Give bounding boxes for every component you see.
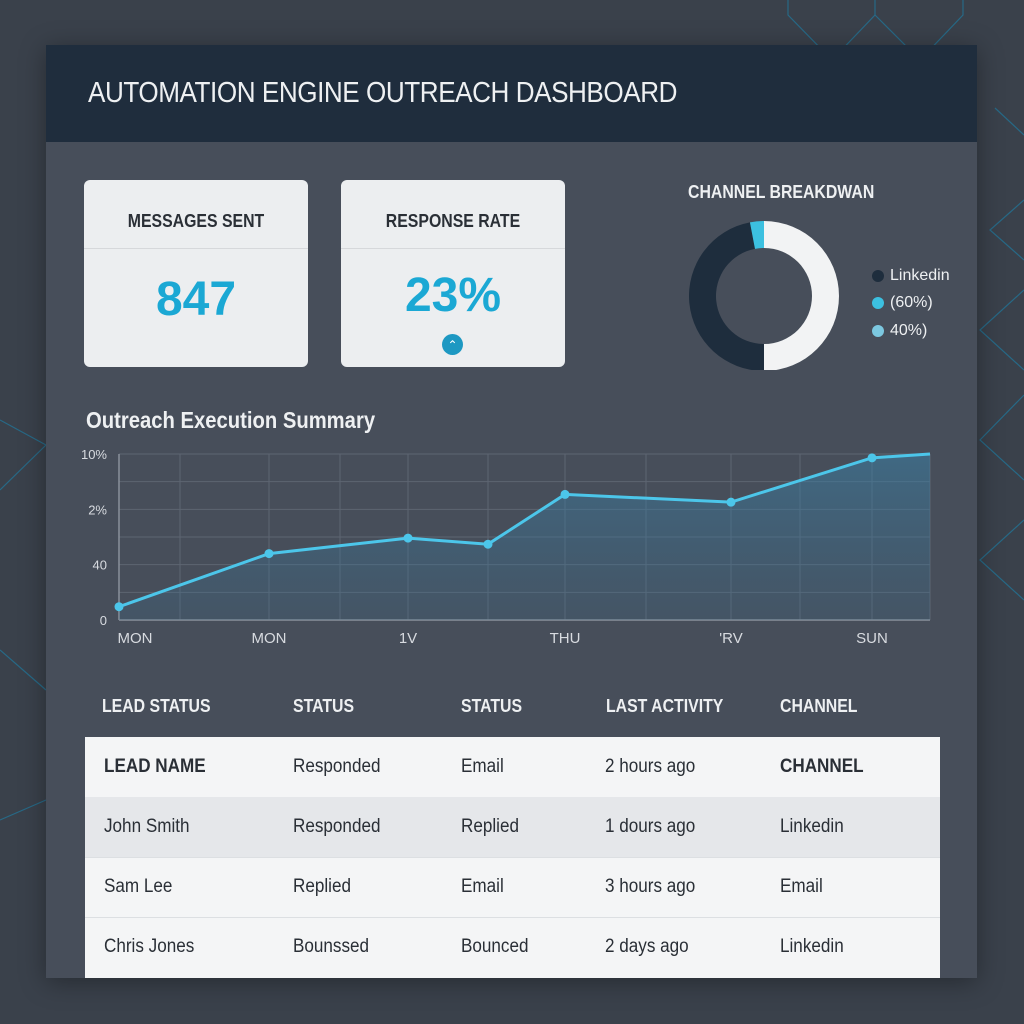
column-header[interactable]: LEAD STATUS: [102, 696, 211, 716]
leads-table: LEAD NAME Responded Email 2 hours ago CH…: [85, 737, 940, 978]
metric-label: RESPONSE RATE: [385, 211, 521, 231]
channel-breakdown-title: CHANNEL BREAKDWAN: [688, 182, 875, 202]
data-point[interactable]: [264, 549, 274, 559]
cell: 2 days ago: [605, 936, 689, 957]
cell: CHANNEL: [780, 756, 864, 777]
legend-label: (60%): [890, 294, 933, 311]
donut-slice: [689, 222, 764, 370]
legend-dot: [872, 270, 884, 282]
dashboard-panel: AUTOMATION ENGINE OUTREACH DASHBOARD MES…: [46, 45, 977, 978]
y-tick-label: 2%: [88, 502, 107, 517]
cell: Email: [780, 876, 823, 897]
channel-donut-chart: [689, 221, 839, 370]
cell: Responded: [293, 756, 381, 777]
data-point[interactable]: [114, 602, 124, 612]
table-row[interactable]: Sam Lee Replied Email 3 hours ago Email: [85, 857, 940, 918]
x-tick-label: 1V: [399, 630, 417, 647]
cell: Linkedin: [780, 936, 844, 957]
x-tick-label: 'RV: [719, 630, 742, 647]
legend-dot: [872, 325, 884, 337]
data-point[interactable]: [560, 489, 570, 499]
legend-label: 40%): [890, 322, 928, 339]
cell: Bounced: [461, 936, 529, 957]
cell: Replied: [461, 816, 519, 837]
legend-label: Linkedin: [890, 267, 950, 284]
metric-label: MESSAGES SENT: [127, 211, 265, 231]
series-line: [118, 452, 931, 609]
x-tick-label: SUN: [856, 630, 888, 647]
cell: Sam Lee: [104, 876, 173, 897]
data-point[interactable]: [726, 497, 736, 507]
outreach-line-chart: 0 40 2% 10% MON MON 1V THU 'RV SUN: [81, 447, 931, 647]
chart-title: Outreach Execution Summary: [86, 407, 376, 433]
y-tick-label: 0: [100, 613, 107, 628]
legend-dot: [872, 297, 884, 309]
cell: 1 dours ago: [605, 816, 696, 837]
cell: Chris Jones: [104, 936, 195, 957]
cell: Bounssed: [293, 936, 370, 957]
legend-item: (60%): [872, 294, 933, 312]
y-tick-label: 40: [93, 558, 107, 573]
x-tick-label: THU: [550, 630, 581, 647]
x-tick-label: MON: [252, 630, 287, 647]
column-header[interactable]: LAST ACTIVITY: [606, 696, 724, 716]
metric-value: 23%: [404, 269, 502, 322]
response-rate-card: RESPONSE RATE 23% ⌃: [341, 180, 565, 367]
table-row[interactable]: Chris Jones Bounssed Bounced 2 days ago …: [85, 917, 940, 977]
data-point[interactable]: [403, 533, 413, 543]
cell: 2 hours ago: [605, 756, 696, 777]
cell: Email: [461, 756, 504, 777]
cell: Replied: [293, 876, 351, 897]
cell: Responded: [293, 816, 381, 837]
metric-value: 847: [155, 273, 237, 326]
cell: Email: [461, 876, 504, 897]
chevron-up-icon[interactable]: ⌃: [442, 334, 463, 355]
data-point[interactable]: [483, 539, 493, 549]
donut-slice: [764, 221, 839, 370]
cell: John Smith: [104, 816, 190, 837]
messages-sent-card: MESSAGES SENT 847: [84, 180, 308, 367]
data-point[interactable]: [867, 453, 877, 463]
page-title: AUTOMATION ENGINE OUTREACH DASHBOARD: [88, 77, 677, 109]
header-bar: AUTOMATION ENGINE OUTREACH DASHBOARD: [46, 45, 977, 142]
column-header[interactable]: STATUS: [293, 696, 355, 716]
area-fill: [119, 454, 930, 620]
divider: [84, 248, 308, 249]
divider: [341, 248, 565, 249]
cell: Linkedin: [780, 816, 844, 837]
legend-item: 40%): [872, 322, 927, 340]
donut-slice: [749, 221, 764, 249]
column-header[interactable]: STATUS: [461, 696, 523, 716]
table-row[interactable]: LEAD NAME Responded Email 2 hours ago CH…: [85, 737, 940, 798]
x-tick-label: MON: [118, 630, 153, 647]
legend-item: Linkedin: [872, 267, 950, 285]
column-header[interactable]: CHANNEL: [780, 696, 858, 716]
table-row[interactable]: John Smith Responded Replied 1 dours ago…: [85, 797, 940, 858]
cell: LEAD NAME: [104, 756, 206, 777]
cell: 3 hours ago: [605, 876, 696, 897]
y-tick-label: 10%: [81, 447, 107, 462]
